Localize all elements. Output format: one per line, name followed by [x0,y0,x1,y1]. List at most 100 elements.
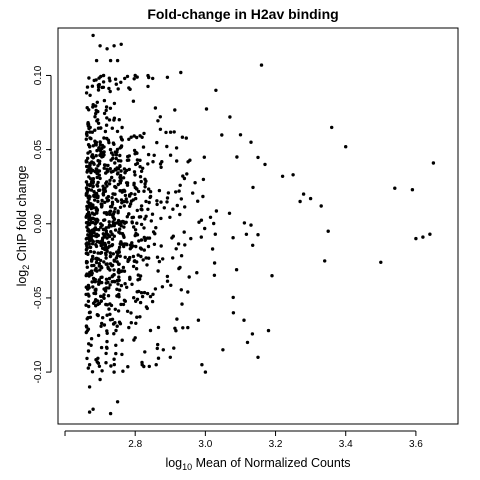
data-point [150,212,155,216]
data-point [114,185,118,190]
data-point [96,121,101,126]
data-point [165,274,170,279]
data-point [114,328,118,333]
data-point [245,340,250,345]
data-point [144,199,148,204]
data-point [165,200,169,204]
data-point [155,202,159,207]
data-point [156,119,160,123]
data-point [103,186,107,191]
data-point [86,366,91,370]
data-point [98,143,103,147]
data-point [104,262,108,266]
data-point [177,189,181,193]
data-point [91,407,95,411]
data-point [92,78,96,83]
data-point [102,136,106,140]
data-point [105,116,109,120]
data-point [249,140,253,144]
data-point [140,294,145,299]
data-point [117,262,121,266]
data-point [212,221,216,226]
data-point [86,151,90,155]
data-point [186,290,190,294]
data-point [122,225,126,229]
data-point [105,346,109,350]
data-point [89,343,93,347]
data-point [89,177,93,181]
data-point [330,125,334,130]
data-point [128,276,132,281]
data-point [104,361,108,365]
data-point [113,228,118,232]
data-point [88,93,92,98]
data-point [251,185,255,190]
data-point [95,100,100,105]
data-point [89,337,94,341]
data-point [152,242,157,246]
data-point [199,218,204,222]
x-axis-label: log10 Mean of Normalized Counts [165,456,350,472]
data-point [110,232,114,236]
data-point [103,129,108,134]
data-point [139,204,144,208]
data-point [110,237,115,241]
data-point [89,206,94,211]
x-axis-label-prefix: log [165,456,182,470]
data-point [220,133,224,137]
data-point [99,222,103,226]
data-points [84,33,436,416]
data-point [147,187,151,191]
data-point [152,153,156,157]
data-point [125,74,130,79]
data-point [87,126,91,131]
data-point [84,193,89,197]
data-point [146,152,151,157]
data-point [91,144,96,148]
data-point [85,85,90,89]
data-point [154,226,158,230]
data-point [148,294,153,299]
data-point [108,178,112,182]
data-point [92,212,97,216]
y-tick-label: 0.10 [33,65,44,85]
data-point [133,173,137,177]
data-point [121,265,126,270]
data-point [410,188,415,192]
data-point [112,259,117,263]
data-point [119,42,123,46]
data-point [88,239,92,243]
data-point [100,275,104,279]
data-point [101,150,106,154]
data-point [108,210,112,214]
data-point [165,75,170,80]
data-point [177,266,181,271]
data-point [120,125,124,130]
data-point [133,192,137,196]
data-point [117,245,122,249]
data-point [116,167,121,171]
data-point [270,274,274,278]
data-point [94,260,99,265]
data-point [168,153,173,157]
data-point [99,74,103,79]
data-point [98,159,102,163]
data-point [94,104,98,108]
data-point [107,118,112,122]
data-point [234,268,239,272]
data-point [109,224,114,228]
data-point [104,277,109,281]
data-point [421,235,425,239]
data-point [137,239,141,243]
data-point [148,328,153,333]
data-point [127,167,131,172]
data-point [93,300,97,304]
data-point [97,169,102,173]
data-point [117,118,122,122]
data-point [86,349,91,353]
data-point [112,44,116,48]
data-point [344,145,348,149]
data-point [84,237,89,241]
data-point [113,150,118,154]
